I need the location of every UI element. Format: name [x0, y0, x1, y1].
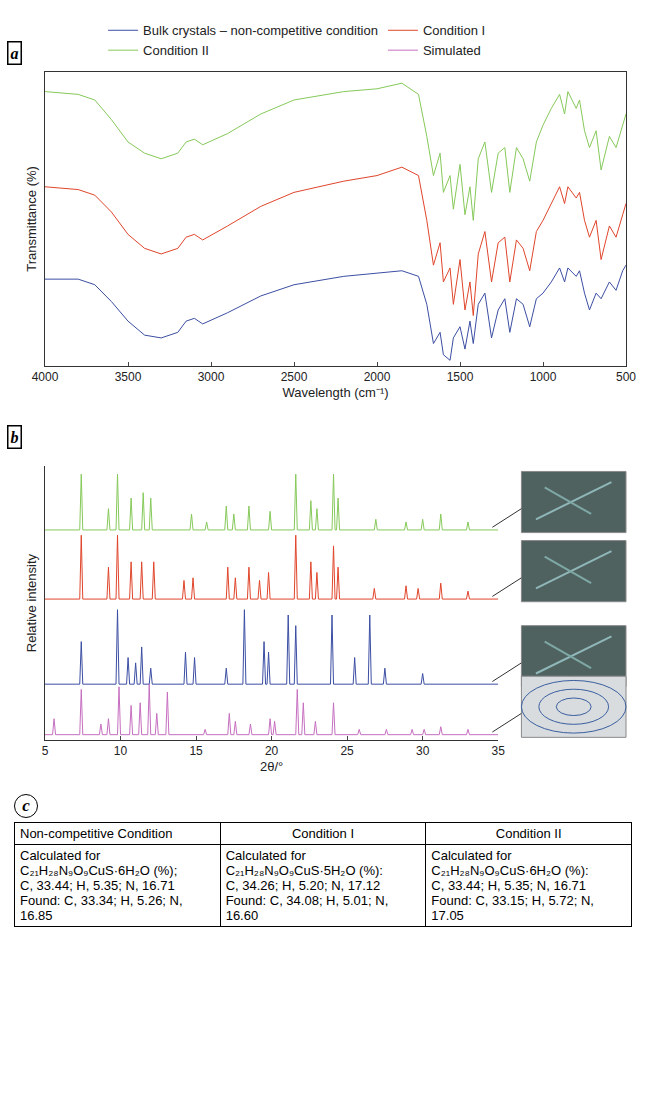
svg-text:2θ/°: 2θ/° [260, 759, 283, 774]
svg-text:Wavelength (cm⁻¹): Wavelength (cm⁻¹) [282, 385, 388, 400]
html-text:Calculated for C₂₁H₂₈N₉O₉CuS·5: Calculated for C₂₁H₂₈N₉O₉CuS·5H₂O (%): [225, 848, 383, 878]
svg-text:Bulk crystals – non-competitiv: Bulk crystals – non-competitive conditio… [143, 23, 378, 38]
svg-text:3000: 3000 [198, 370, 225, 384]
html-text:c: c [22, 796, 30, 815]
html-text:Condition I: Condition I [291, 826, 355, 841]
svg-text:Condition II: Condition II [143, 43, 209, 58]
svg-text:Relative intensity: Relative intensity [24, 553, 39, 652]
svg-text:a: a [11, 45, 19, 62]
svg-text:Condition I: Condition I [423, 23, 485, 38]
svg-text:5: 5 [42, 744, 49, 758]
html-text:C, 33.44; H, 5.35; N, 16.71: C, 33.44; H, 5.35; N, 16.71 [20, 878, 175, 893]
html-text:Non-competitive Condition: Non-competitive Condition [20, 826, 173, 841]
svg-text:20: 20 [265, 744, 279, 758]
svg-text:2500: 2500 [281, 370, 308, 384]
html-text:C, 33.44; H, 5.35; N, 16.71: C, 33.44; H, 5.35; N, 16.71 [431, 878, 586, 893]
svg-text:15: 15 [189, 744, 203, 758]
svg-text:25: 25 [340, 744, 354, 758]
svg-text:35: 35 [492, 744, 506, 758]
svg-text:Transmittance (%): Transmittance (%) [24, 166, 39, 272]
svg-text:Simulated: Simulated [423, 43, 481, 58]
html-text:Found: C, 34.08; H, 5.01; N, 1: Found: C, 34.08; H, 5.01; N, 16.60 [225, 893, 389, 923]
html-text:Condition II: Condition II [495, 826, 562, 841]
svg-text:1000: 1000 [530, 370, 557, 384]
svg-text:2000: 2000 [364, 370, 391, 384]
svg-text:3500: 3500 [115, 370, 142, 384]
html-text:Calculated for C₂₁H₂₈N₉O₉CuS·6: Calculated for C₂₁H₂₈N₉O₉CuS·6H₂O (%): [431, 848, 589, 878]
html-text:Calculated for C₂₁H₂₈N₉O₉CuS·6: Calculated for C₂₁H₂₈N₉O₉CuS·6H₂O (%); [20, 848, 178, 878]
html-text:Found: C, 33.34; H, 5.26; N, 1: Found: C, 33.34; H, 5.26; N, 16.85 [20, 893, 183, 923]
svg-text:500: 500 [616, 370, 636, 384]
svg-text:b: b [11, 429, 19, 446]
html-text:Found: C, 33.15; H, 5.72; N, 1: Found: C, 33.15; H, 5.72; N, 17.05 [431, 893, 594, 923]
svg-text:30: 30 [416, 744, 430, 758]
html-text:C, 34.26; H, 5.20; N, 17.12: C, 34.26; H, 5.20; N, 17.12 [225, 878, 381, 893]
svg-text:1500: 1500 [447, 370, 474, 384]
svg-text:10: 10 [114, 744, 128, 758]
svg-text:4000: 4000 [32, 370, 59, 384]
